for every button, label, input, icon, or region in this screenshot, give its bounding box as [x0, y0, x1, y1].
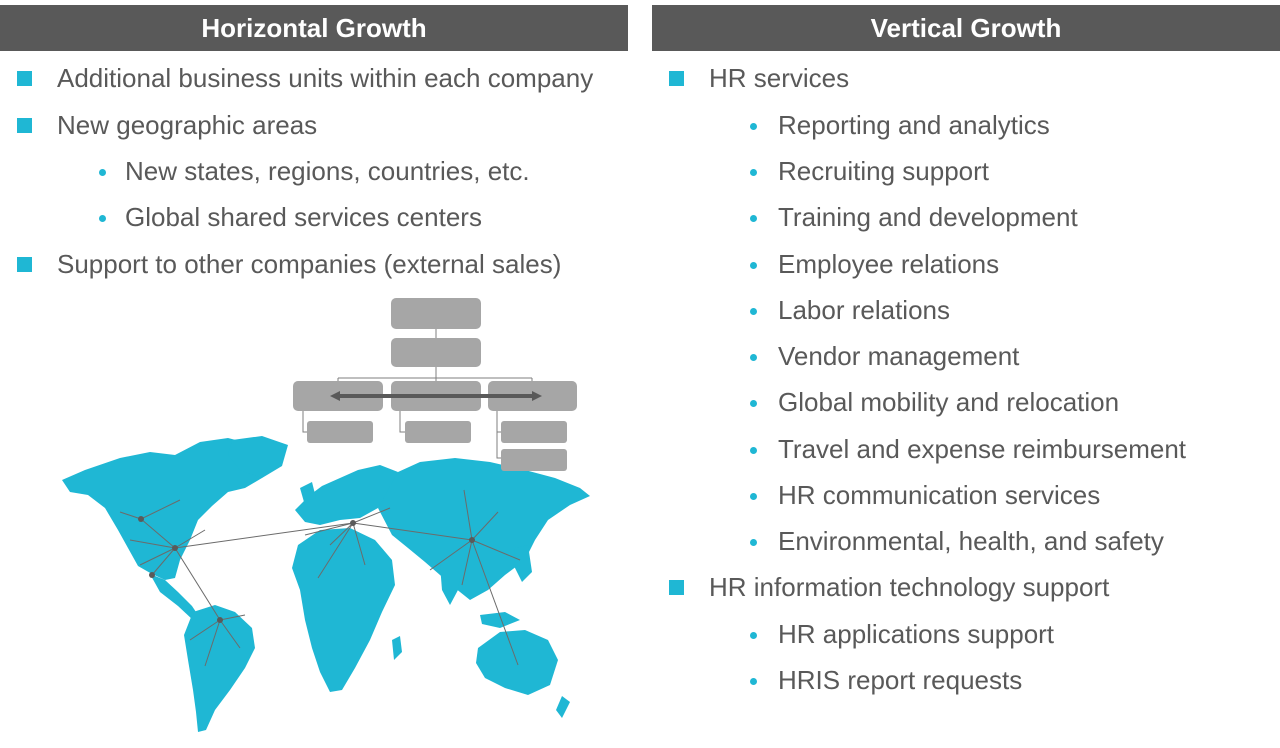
hr-service-item: Travel and expense reimbursement [778, 434, 1187, 464]
hr-service-item: Global mobility and relocation [778, 387, 1120, 417]
bullet-dot-icon [750, 400, 757, 407]
hr-service-item: HR communication services [778, 480, 1101, 510]
hr-service-item: Reporting and analytics [778, 110, 1050, 140]
bullet-dot-icon [99, 215, 106, 222]
bullet-dot-icon [750, 354, 757, 361]
sub-bullet-shared-services: Global shared services centers [125, 202, 482, 232]
bullet-dot-icon [750, 308, 757, 315]
hr-service-item: Employee relations [778, 249, 1000, 279]
bullet-dot-icon [750, 169, 757, 176]
bullet-external-sales: Support to other companies (external sal… [57, 249, 562, 279]
bullet-square-icon [669, 580, 684, 595]
bullet-dot-icon [750, 632, 757, 639]
bullet-dot-icon [750, 539, 757, 546]
hr-service-item: Recruiting support [778, 156, 989, 186]
bullet-dot-icon [750, 447, 757, 454]
bullet-dot-icon [750, 678, 757, 685]
bullet-business-units: Additional business units within each co… [57, 63, 594, 93]
org-chart-icon [293, 298, 577, 471]
hr-service-item: Training and development [778, 202, 1078, 232]
hr-service-item: Environmental, health, and safety [778, 526, 1164, 556]
hr-it-item: HR applications support [778, 619, 1055, 649]
vertical-growth-header: Vertical Growth [652, 5, 1280, 51]
bullet-hr-services: HR services [709, 63, 850, 93]
hr-service-item: Vendor management [778, 341, 1020, 371]
bullet-dot-icon [750, 493, 757, 500]
sub-bullet-states-regions: New states, regions, countries, etc. [125, 156, 530, 186]
bullet-square-icon [17, 118, 32, 133]
bullet-square-icon [17, 71, 32, 86]
bullet-dot-icon [750, 123, 757, 130]
hr-service-item: Labor relations [778, 295, 950, 325]
hr-it-item: HRIS report requests [778, 665, 1023, 695]
bullet-dot-icon [99, 169, 106, 176]
bullet-geographic-areas: New geographic areas [57, 110, 318, 140]
bullet-square-icon [17, 257, 32, 272]
bullet-square-icon [669, 71, 684, 86]
bullet-dot-icon [750, 215, 757, 222]
bullet-hr-it-support: HR information technology support [709, 572, 1110, 602]
bullet-dot-icon [750, 262, 757, 269]
world-map-icon [62, 436, 590, 732]
horizontal-growth-header: Horizontal Growth [0, 5, 628, 51]
